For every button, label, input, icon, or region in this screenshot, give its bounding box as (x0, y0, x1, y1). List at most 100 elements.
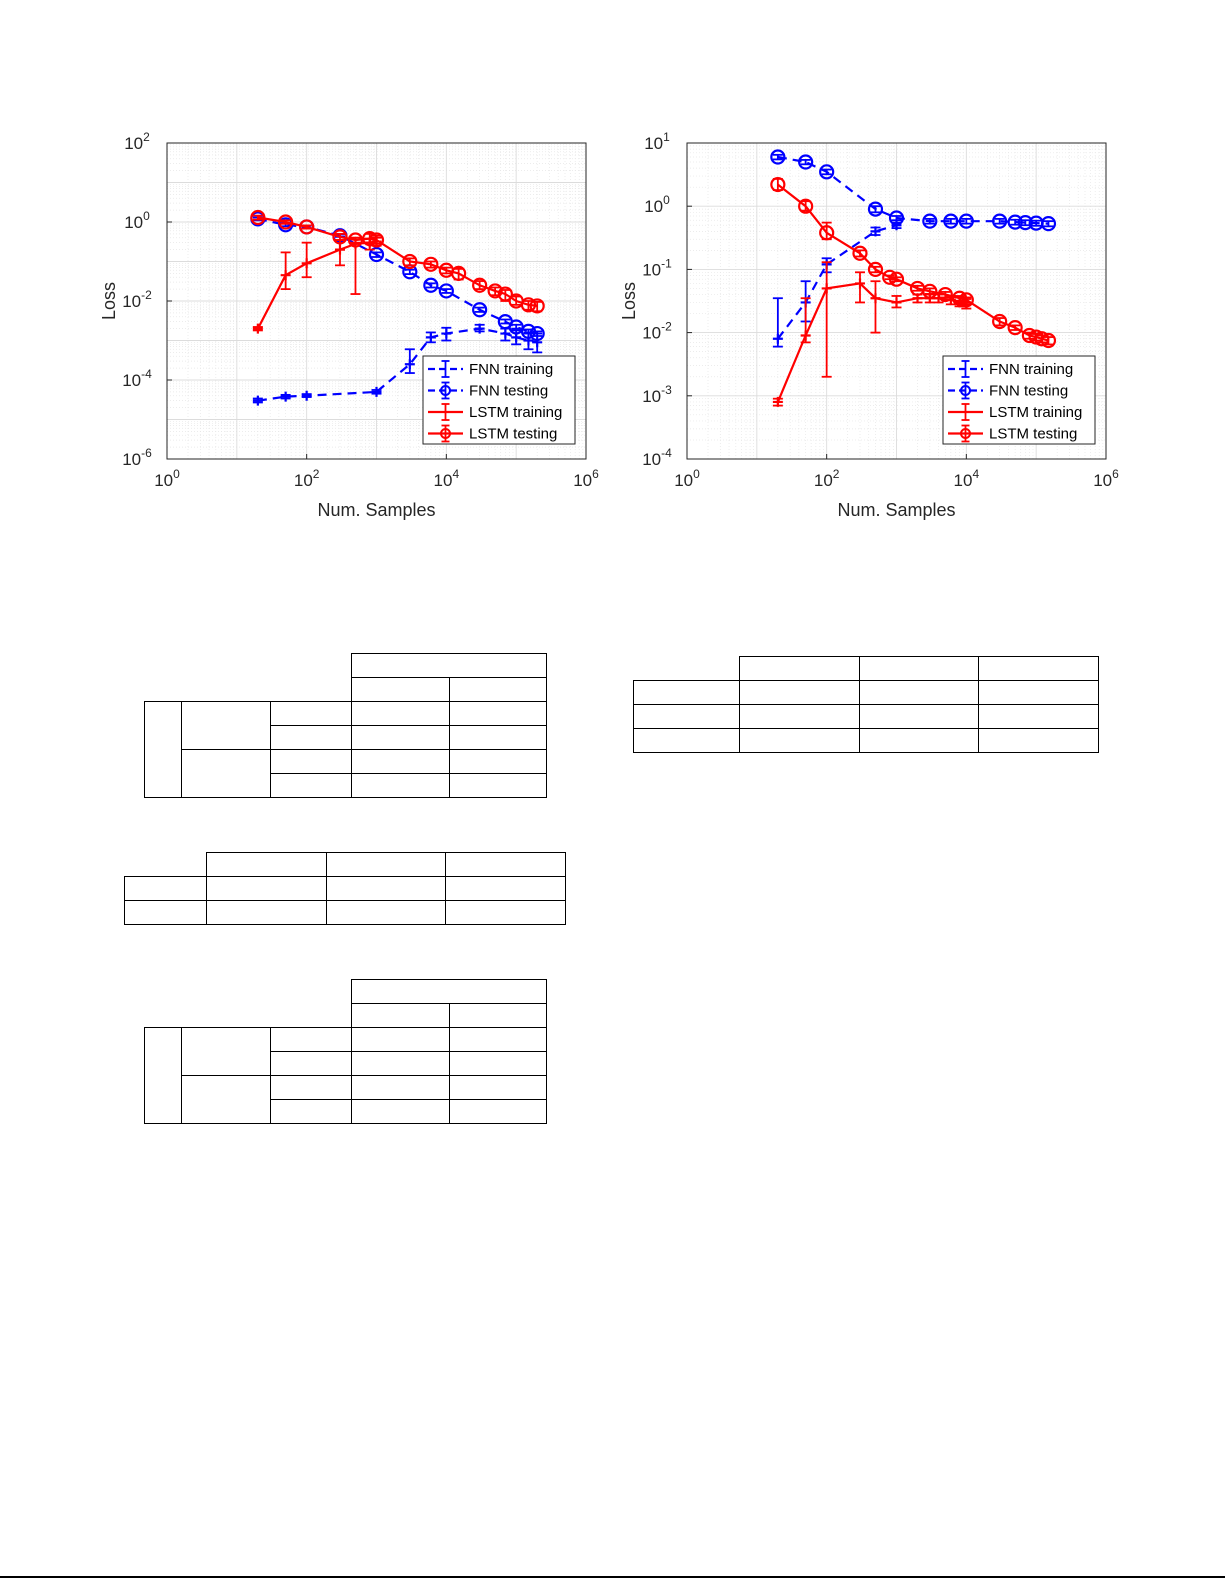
table-cell (445, 876, 566, 901)
y-tick-label: 10-1 (642, 256, 672, 279)
data-point (867, 261, 884, 277)
table-merged-b (144, 979, 547, 1124)
y-tick-label: 102 (124, 130, 150, 153)
y-tick-label: 10-3 (642, 383, 672, 406)
legend-swatch-marker (960, 385, 971, 396)
data-point (423, 256, 439, 272)
table-cell (351, 1051, 450, 1076)
data-point (301, 258, 312, 269)
data-point (798, 198, 814, 214)
table-cell (181, 1027, 271, 1076)
data-point (943, 213, 959, 229)
table-cell (181, 701, 271, 750)
data-point (992, 213, 1008, 229)
legend-entry-label: FNN training (989, 361, 1073, 378)
table-row (144, 1027, 547, 1124)
table-cell (270, 701, 352, 726)
table-cell (351, 725, 450, 750)
table-cell (859, 680, 979, 705)
legend-entry-label: LSTM testing (989, 426, 1077, 443)
table-row (125, 852, 566, 877)
legend-entry-label: LSTM testing (469, 426, 557, 443)
data-point (891, 297, 902, 308)
y-tick-label: 10-4 (122, 367, 152, 390)
y-axis-label: Loss (99, 282, 119, 320)
data-point (958, 213, 974, 229)
legend-swatch-marker (440, 428, 451, 439)
table-cell (144, 701, 182, 798)
series-line (777, 224, 897, 340)
table-cell (181, 749, 271, 798)
table-cell (351, 1027, 450, 1052)
data-point (371, 386, 382, 397)
data-point (368, 232, 385, 248)
table-cell (449, 773, 547, 798)
table-row (145, 1075, 547, 1124)
data-point (529, 298, 545, 314)
data-point (1040, 332, 1057, 349)
table-cell (449, 1051, 547, 1076)
legend-entry-label: FNN testing (989, 383, 1068, 400)
table-cell (270, 725, 352, 750)
data-point (332, 229, 348, 245)
table-row (144, 701, 547, 798)
table-cell (449, 1003, 547, 1028)
table-cell (449, 677, 547, 702)
series-3 (250, 209, 545, 314)
table-cell (633, 728, 740, 753)
table-cell (978, 728, 1099, 753)
series-1 (770, 149, 1057, 232)
data-point (798, 154, 814, 170)
data-point (280, 270, 291, 281)
table-cell (859, 704, 979, 729)
table-cell (449, 725, 547, 750)
data-point (772, 396, 783, 407)
data-point (854, 278, 865, 289)
table-row (633, 680, 1099, 705)
y-tick-label: 10-2 (642, 320, 672, 343)
table-cell (739, 656, 860, 681)
table-cell (351, 653, 547, 678)
y-tick-label: 100 (644, 193, 670, 216)
table-cell (449, 1099, 547, 1124)
tick-labels: 100 102 104 106 10-6 10-4 10-2 100 102 (122, 130, 599, 490)
chart-right: 100 102 104 106 10-4 10-3 10-2 10-1 100 101 Num. S… (615, 130, 1135, 530)
table-row (145, 749, 547, 798)
table-cell (206, 900, 327, 925)
table-cell (978, 680, 1099, 705)
legend-entry-label: LSTM training (989, 404, 1082, 421)
data-point (992, 313, 1008, 330)
x-axis-label: Num. Samples (317, 500, 435, 520)
table-cell (351, 1003, 450, 1028)
table-cell (351, 677, 450, 702)
data-point (800, 330, 811, 341)
table-cell (351, 773, 450, 798)
table-row (145, 979, 547, 1004)
data-point (870, 293, 881, 304)
data-point (888, 271, 905, 287)
table-row (145, 677, 547, 702)
x-tick-label: 104 (434, 467, 460, 490)
data-point (402, 253, 418, 270)
data-point (347, 232, 364, 248)
chart-svg: 100 102 104 106 10-6 10-4 10-2 100 102 Num. Sampl… (99, 130, 599, 520)
chart-left: 100 102 104 106 10-6 10-4 10-2 100 102 Num. Sampl… (95, 130, 615, 530)
data-point (441, 328, 452, 339)
table-cell (326, 876, 446, 901)
data-point (252, 395, 263, 406)
table-cell (326, 852, 446, 877)
data-point (474, 323, 485, 334)
table-row (633, 728, 1099, 753)
data-point (529, 325, 545, 342)
table-cell (633, 680, 740, 705)
table-cell (351, 1099, 450, 1124)
y-tick-label: 100 (124, 209, 150, 232)
legend-swatch-marker (960, 428, 971, 439)
page-bottom-rule (0, 1576, 1225, 1578)
table-cell (351, 1075, 450, 1100)
data-point (252, 323, 263, 334)
data-point (423, 277, 439, 293)
table-cell (351, 701, 450, 726)
table-row (145, 773, 547, 798)
data-point (280, 391, 291, 402)
